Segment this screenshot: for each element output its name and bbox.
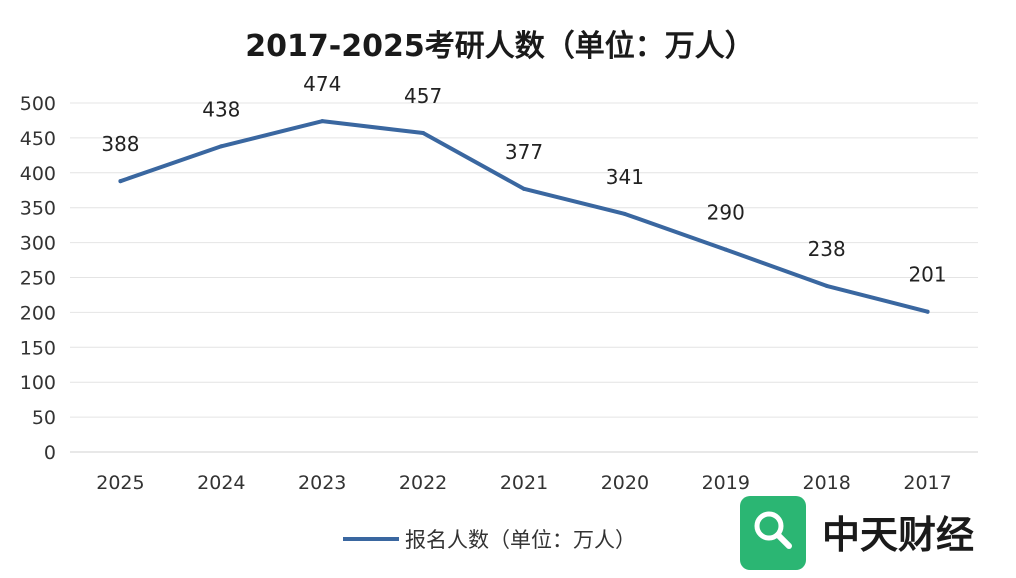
y-tick-label: 0	[44, 442, 56, 464]
y-tick-label: 400	[20, 163, 56, 185]
y-tick-label: 250	[20, 268, 56, 290]
legend-label: 报名人数（单位：万人）	[405, 528, 636, 552]
data-point	[723, 247, 728, 252]
watermark-text: 中天财经	[822, 513, 974, 557]
y-tick-label: 50	[32, 407, 56, 429]
y-axis-ticks: 0 50 100 150 200 250 300 350 400 450 500	[20, 93, 56, 464]
x-tick-label: 2021	[500, 472, 548, 494]
watermark-icon-bg	[740, 496, 806, 570]
data-point	[824, 283, 829, 288]
x-tick-label: 2018	[802, 472, 850, 494]
x-tick-label: 2025	[96, 472, 144, 494]
x-tick-label: 2024	[197, 472, 245, 494]
data-point	[522, 186, 526, 191]
watermark: 中天财经	[740, 496, 1013, 570]
y-tick-label: 300	[20, 233, 56, 255]
y-tick-label: 100	[20, 372, 56, 394]
x-tick-label: 2020	[601, 472, 649, 494]
x-axis-ticks: 2025 2024 2023 2022 2021 2020 2019 2018 2017	[96, 472, 951, 494]
y-tick-label: 150	[20, 337, 56, 359]
y-tick-label: 500	[20, 93, 56, 115]
watermark-text-bg	[808, 496, 1013, 570]
data-label: 377	[505, 140, 543, 164]
search-icon	[754, 511, 792, 549]
data-point	[219, 144, 224, 149]
data-label: 290	[707, 201, 745, 225]
data-point	[421, 131, 426, 136]
data-point	[925, 309, 930, 314]
gridlines	[70, 102, 978, 453]
data-point	[118, 179, 123, 184]
chart-title: 2017-2025考研人数（单位：万人）	[245, 29, 754, 64]
data-label: 457	[404, 84, 442, 108]
x-tick-label: 2022	[399, 472, 447, 494]
data-label: 474	[303, 72, 341, 96]
x-tick-label: 2019	[702, 472, 750, 494]
data-point	[320, 119, 325, 124]
series-lines	[118, 119, 930, 314]
data-labels: 388 438 474 457 377 341 290 238 201	[101, 72, 946, 287]
data-label: 238	[808, 237, 846, 261]
legend: 报名人数（单位：万人）	[343, 528, 636, 552]
x-tick-label: 2023	[298, 472, 346, 494]
data-label: 201	[908, 263, 946, 287]
y-tick-label: 450	[20, 128, 56, 150]
data-point	[622, 211, 627, 216]
x-tick-label: 2017	[903, 472, 951, 494]
y-tick-label: 350	[20, 198, 56, 220]
data-label: 438	[202, 97, 240, 121]
y-tick-label: 200	[20, 302, 56, 324]
data-label: 341	[606, 165, 644, 189]
data-label: 388	[101, 132, 139, 156]
